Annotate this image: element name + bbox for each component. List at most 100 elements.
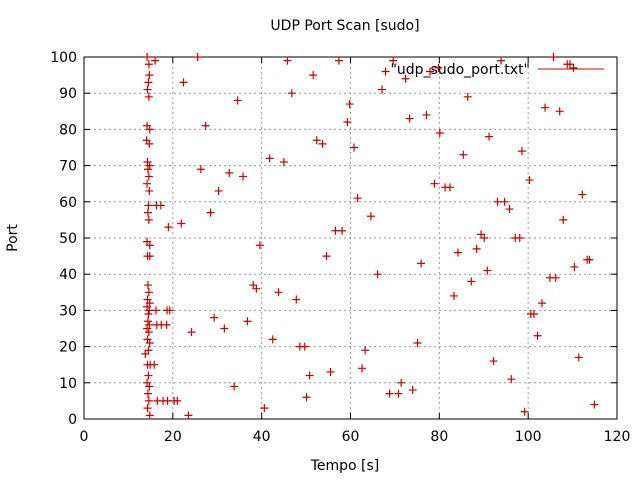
data-point: [565, 60, 574, 69]
data-point: [143, 165, 152, 174]
data-point: [385, 389, 394, 398]
data-point: [214, 186, 223, 195]
data-point: [144, 215, 153, 224]
x-tick-labels: 0 20 40 60 80 100 120: [80, 429, 631, 445]
data-point: [413, 338, 422, 347]
data-point: [309, 71, 318, 80]
chart-title: UDP Port Scan [sudo]: [270, 18, 419, 34]
data-point: [279, 157, 288, 166]
data-point: [193, 53, 202, 61]
data-point: [143, 317, 152, 326]
x-axis-label: Tempo [s]: [310, 458, 380, 474]
data-point: [467, 277, 476, 286]
y-tick-label: 100: [50, 50, 77, 66]
grid: [84, 57, 617, 419]
data-point: [145, 139, 154, 148]
data-point: [373, 270, 382, 279]
data-point: [283, 56, 292, 65]
data-point: [343, 118, 352, 127]
data-point: [145, 161, 154, 170]
data-point: [143, 179, 152, 188]
data-point: [164, 223, 173, 232]
data-point: [569, 63, 578, 72]
data-point: [300, 342, 309, 351]
data-point: [480, 234, 489, 242]
data-point: [144, 310, 153, 319]
data-point: [338, 226, 347, 235]
x-tick-label: 0: [80, 429, 89, 445]
y-tick-label: 10: [59, 376, 77, 392]
data-point: [434, 63, 443, 72]
legend-label: "udp_sudo_port.txt": [390, 62, 530, 78]
data-point: [144, 371, 153, 380]
data-point: [255, 241, 264, 250]
data-point: [143, 389, 152, 398]
data-point: [525, 176, 534, 185]
data-point: [517, 147, 526, 156]
x-tick-label: 100: [515, 429, 542, 445]
y-tick-label: 60: [59, 195, 77, 211]
data-point: [570, 262, 579, 271]
data-point: [144, 201, 153, 210]
data-point: [144, 92, 153, 101]
data-point: [151, 56, 160, 65]
y-tick-label: 30: [59, 303, 77, 319]
data-point: [378, 85, 387, 94]
data-point: [165, 306, 174, 315]
data-point: [497, 56, 506, 65]
data-point: [422, 110, 431, 119]
data-point: [334, 56, 343, 65]
data-point: [350, 143, 359, 152]
data-point: [408, 386, 417, 395]
data-point: [445, 183, 454, 192]
data-point: [485, 132, 494, 141]
data-point: [201, 121, 210, 130]
data-point: [144, 60, 153, 69]
data-point: [145, 186, 154, 195]
data-point: [143, 324, 152, 333]
data-point: [366, 212, 375, 221]
data-point: [144, 328, 153, 337]
data-point: [302, 393, 311, 402]
data-point: [585, 255, 594, 264]
data-point: [551, 273, 560, 282]
data-point: [426, 67, 435, 76]
data-point: [463, 92, 472, 101]
data-point: [225, 168, 234, 177]
y-tick-label: 0: [68, 412, 77, 428]
y-tick-labels: 0 10 20 30 40 50 60 70 80 90 100: [50, 50, 77, 428]
data-point: [239, 172, 248, 181]
y-tick-label: 90: [59, 86, 77, 102]
data-point: [143, 281, 152, 290]
data-point: [537, 299, 546, 308]
data-point: [156, 201, 165, 210]
data-point: [144, 172, 153, 181]
data-point: [574, 353, 583, 362]
data-point: [489, 357, 498, 366]
data-point: [265, 154, 274, 163]
axis-ticks: [83, 56, 618, 420]
data-point: [578, 190, 587, 199]
data-point: [143, 404, 152, 413]
data-point: [292, 295, 301, 304]
data-point: [417, 259, 426, 268]
data-point: [220, 324, 229, 333]
data-point: [345, 100, 354, 109]
data-point: [143, 85, 152, 94]
data-point: [287, 89, 296, 98]
x-tick-label: 120: [604, 429, 631, 445]
data-point: [210, 313, 219, 322]
x-tick-label: 20: [164, 429, 182, 445]
data-point: [162, 320, 171, 329]
data-point: [541, 103, 550, 112]
data-point: [145, 252, 154, 261]
data-point: [505, 205, 514, 214]
data-point: [533, 331, 542, 340]
data-point: [529, 310, 538, 319]
data-point: [243, 317, 252, 326]
data-point: [326, 367, 335, 376]
data-point: [312, 136, 321, 145]
data-point: [151, 306, 160, 315]
data-point: [500, 197, 509, 206]
